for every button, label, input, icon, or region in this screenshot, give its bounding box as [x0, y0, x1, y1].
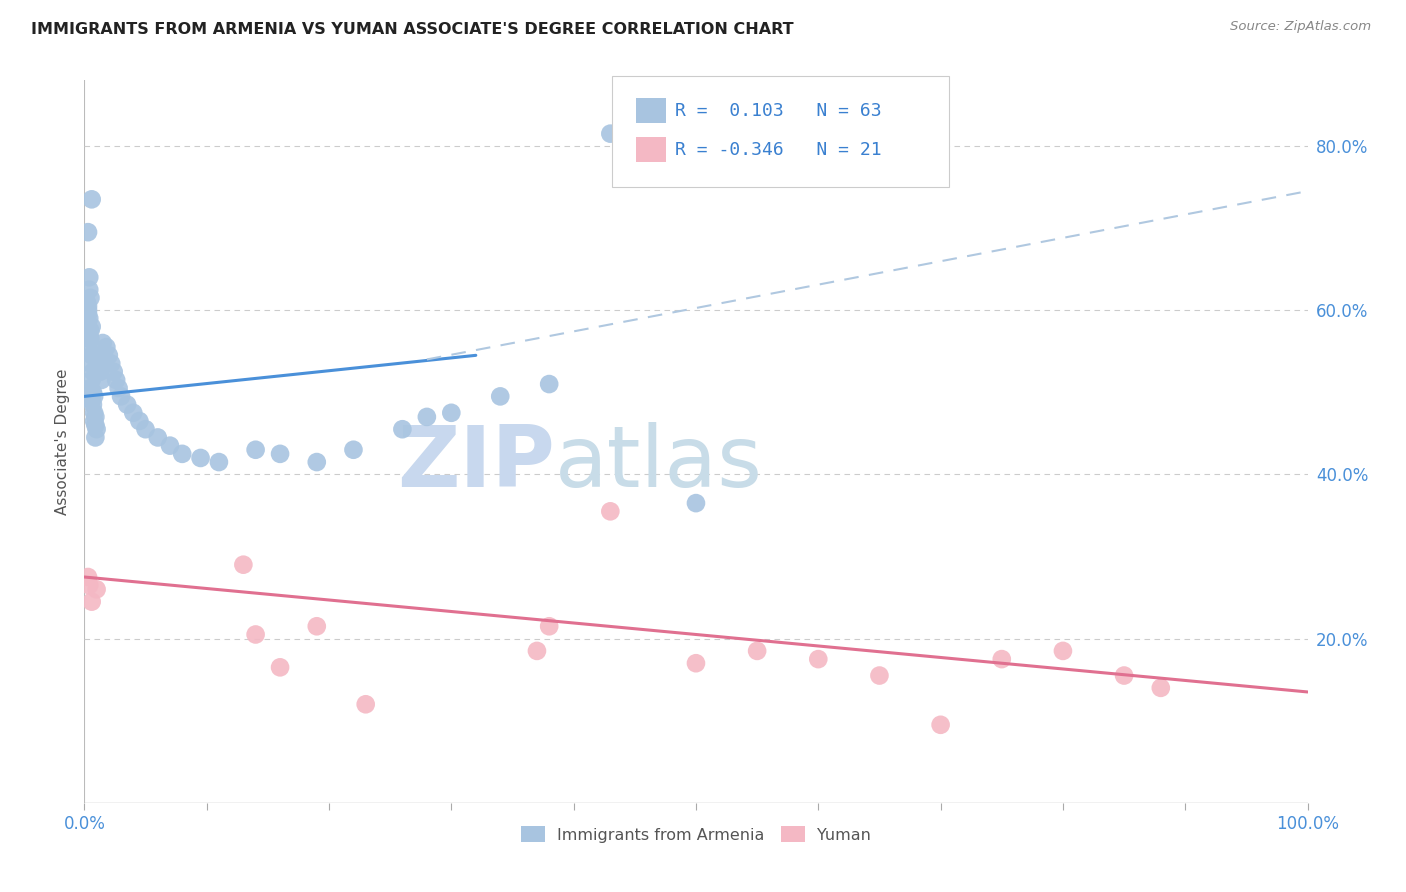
Point: [82, 398, 104, 412]
Point: [929, 718, 952, 732]
Point: [80, 348, 103, 362]
Point: [172, 447, 194, 461]
Point: [391, 422, 413, 436]
Point: [77, 307, 100, 321]
Point: [685, 657, 707, 671]
Point: [83, 414, 105, 428]
Y-axis label: Associate's Degree: Associate's Degree: [55, 368, 70, 515]
Point: [269, 447, 291, 461]
Point: [86, 422, 108, 436]
Point: [87, 352, 110, 367]
Point: [685, 496, 707, 510]
Point: [1150, 681, 1173, 695]
Point: [77, 332, 100, 346]
Point: [190, 450, 212, 465]
Point: [79, 324, 101, 338]
Point: [354, 698, 377, 712]
Point: [526, 644, 548, 658]
Point: [146, 430, 169, 444]
Point: [107, 381, 129, 395]
Point: [90, 373, 112, 387]
Point: [232, 558, 254, 572]
Point: [807, 652, 830, 666]
Point: [747, 644, 769, 658]
Point: [82, 385, 104, 400]
Point: [82, 365, 104, 379]
Text: atlas: atlas: [555, 422, 763, 505]
Point: [305, 455, 328, 469]
Point: [77, 578, 100, 592]
Point: [77, 303, 100, 318]
Point: [269, 660, 291, 674]
Point: [115, 398, 138, 412]
Point: [80, 393, 103, 408]
Point: [128, 414, 150, 428]
Point: [96, 340, 118, 354]
Point: [80, 594, 103, 608]
Point: [77, 344, 100, 359]
Point: [342, 442, 364, 457]
Point: [103, 365, 125, 379]
Point: [87, 357, 110, 371]
Point: [245, 627, 267, 641]
Point: [538, 619, 561, 633]
Legend: Immigrants from Armenia, Yuman: Immigrants from Armenia, Yuman: [515, 820, 877, 849]
Point: [84, 409, 107, 424]
Point: [100, 357, 122, 371]
Point: [79, 291, 101, 305]
Point: [79, 332, 101, 346]
Point: [135, 422, 157, 436]
Point: [93, 348, 115, 362]
Point: [159, 439, 181, 453]
Point: [86, 582, 108, 597]
Point: [1052, 644, 1074, 658]
Point: [84, 430, 107, 444]
Point: [77, 283, 100, 297]
Point: [991, 652, 1014, 666]
Point: [97, 348, 120, 362]
Point: [80, 192, 103, 206]
Text: Source: ZipAtlas.com: Source: ZipAtlas.com: [1230, 20, 1371, 33]
Point: [1114, 668, 1136, 682]
Point: [76, 295, 98, 310]
Point: [79, 357, 101, 371]
Point: [489, 389, 512, 403]
Point: [83, 406, 105, 420]
Point: [305, 619, 328, 633]
Point: [599, 504, 621, 518]
Point: [91, 336, 114, 351]
Point: [77, 570, 100, 584]
Point: [80, 373, 103, 387]
Point: [416, 409, 439, 424]
Point: [440, 406, 463, 420]
Point: [77, 311, 100, 326]
Point: [105, 373, 128, 387]
Point: [77, 270, 100, 285]
Point: [89, 365, 111, 379]
Point: [84, 418, 107, 433]
Text: R = -0.346   N = 21: R = -0.346 N = 21: [675, 141, 882, 159]
Text: IMMIGRANTS FROM ARMENIA VS YUMAN ASSOCIATE'S DEGREE CORRELATION CHART: IMMIGRANTS FROM ARMENIA VS YUMAN ASSOCIA…: [31, 22, 793, 37]
Text: ZIP: ZIP: [398, 422, 555, 505]
Point: [245, 442, 267, 457]
Point: [599, 127, 621, 141]
Point: [869, 668, 891, 682]
Point: [110, 389, 132, 403]
Point: [208, 455, 231, 469]
Point: [122, 406, 145, 420]
Point: [538, 377, 561, 392]
Point: [80, 319, 103, 334]
Point: [77, 225, 100, 239]
Point: [79, 381, 101, 395]
Point: [83, 389, 105, 403]
Text: R =  0.103   N = 63: R = 0.103 N = 63: [675, 102, 882, 120]
Point: [77, 299, 100, 313]
